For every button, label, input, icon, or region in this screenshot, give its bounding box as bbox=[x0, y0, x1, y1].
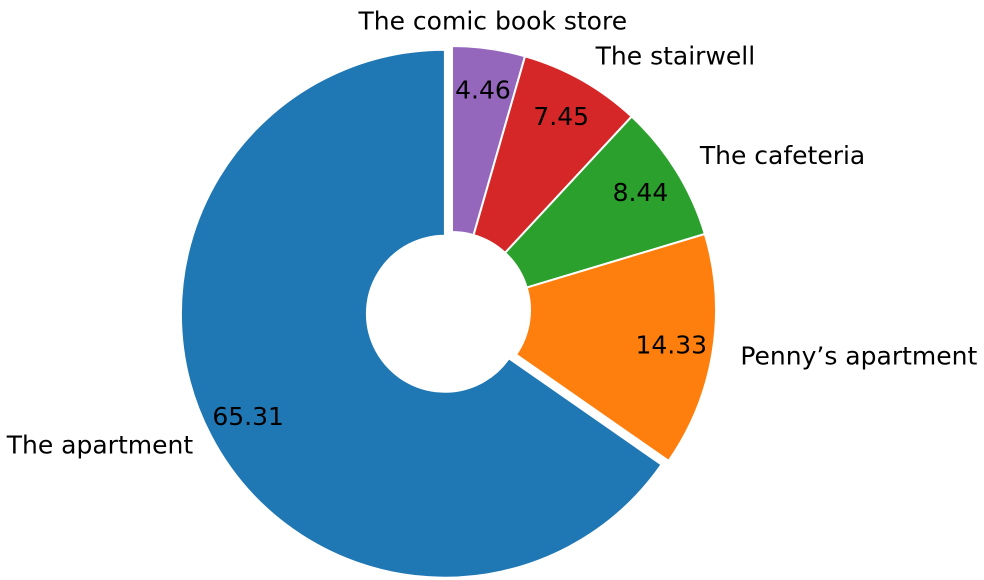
value-label-the-comic-book-store: 4.46 bbox=[455, 76, 511, 105]
slice-penny-s-apartment bbox=[515, 232, 717, 462]
slice-the-apartment bbox=[179, 48, 663, 579]
category-label-the-stairwell: The stairwell bbox=[595, 41, 756, 70]
category-label-the-cafeteria: The cafeteria bbox=[699, 141, 865, 170]
category-label-the-comic-book-store: The comic book store bbox=[357, 6, 627, 35]
slice-the-stairwell bbox=[472, 55, 633, 254]
value-label-the-cafeteria: 8.44 bbox=[613, 178, 669, 207]
category-label-penny-s-apartment: Penny’s apartment bbox=[740, 342, 977, 371]
slice-the-cafeteria bbox=[504, 115, 706, 289]
category-label-the-apartment: The apartment bbox=[6, 431, 194, 460]
value-label-the-apartment: 65.31 bbox=[212, 402, 284, 431]
value-label-penny-s-apartment: 14.33 bbox=[635, 330, 707, 359]
value-label-the-stairwell: 7.45 bbox=[533, 102, 589, 131]
